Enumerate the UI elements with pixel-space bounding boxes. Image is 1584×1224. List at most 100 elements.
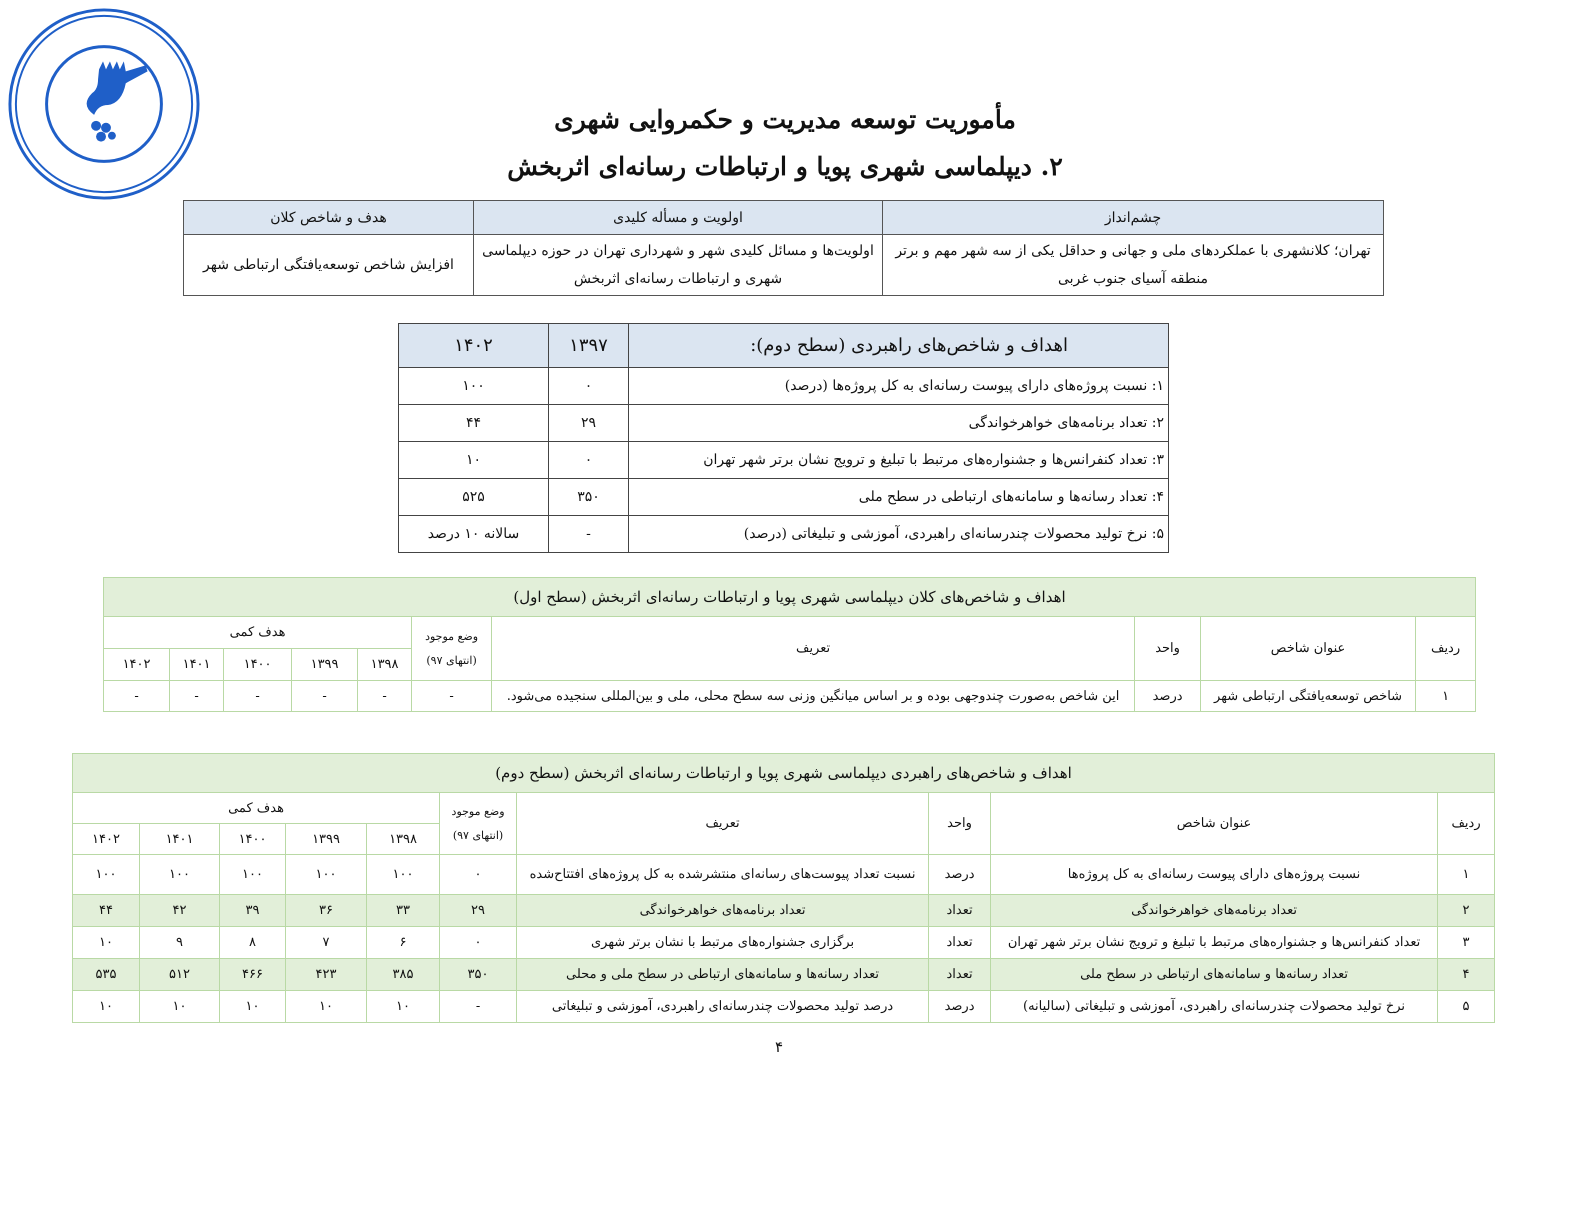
header-current-status: وضع موجود (انتهای ۹۷) bbox=[439, 792, 518, 855]
header-row-number: ردیف bbox=[1415, 616, 1477, 681]
current-status-label: وضع موجود bbox=[451, 804, 505, 818]
target-1398: ۶ bbox=[366, 926, 441, 959]
vision-table: چشم‌انداز اولویت و مسأله کلیدی هدف و شاخ… bbox=[183, 200, 1384, 296]
summary-header-title: اهداف و شاخص‌های راهبردی (سطح دوم): bbox=[628, 323, 1169, 368]
definition: درصد تولید محصولات چندرسانه‌ای راهبردی، … bbox=[516, 990, 930, 1023]
header-priority: اولویت و مسأله کلیدی bbox=[473, 200, 883, 235]
header-unit: واحد bbox=[928, 792, 992, 855]
target-1398: - bbox=[357, 680, 413, 712]
header-vision: چشم‌انداز bbox=[882, 200, 1384, 235]
indicator-text: ۵: نرخ تولید محصولات چندرسانه‌ای راهبردی… bbox=[628, 515, 1169, 553]
target-1401: ۴۲ bbox=[139, 894, 221, 927]
level1-indicators-table: اهداف و شاخص‌های کلان دیپلماسی شهری پویا… bbox=[102, 577, 1477, 712]
page-number: ۴ bbox=[775, 1038, 784, 1056]
current-status-note: (انتهای ۹۷) bbox=[426, 653, 477, 667]
definition: تعداد رسانه‌ها و سامانه‌های ارتباطی در س… bbox=[516, 958, 930, 991]
target-1399: ۱۰۰ bbox=[285, 854, 368, 895]
header-current-status: وضع موجود (انتهای ۹۷) bbox=[411, 616, 493, 681]
target-1402: ۱۰ bbox=[71, 926, 141, 959]
header-year: ۱۴۰۱ bbox=[139, 823, 221, 855]
current-status-label: وضع موجود bbox=[425, 629, 479, 643]
current-status-note: (انتهای ۹۷) bbox=[452, 828, 504, 842]
value-1402: ۵۲۵ bbox=[398, 478, 549, 516]
table-caption: اهداف و شاخص‌های کلان دیپلماسی شهری پویا… bbox=[102, 577, 1477, 617]
unit: درصد bbox=[928, 990, 992, 1023]
header-year: ۱۳۹۸ bbox=[357, 648, 413, 681]
target-1401: ۱۰۰ bbox=[139, 854, 221, 895]
table-row: ۱ نسبت پروژه‌های دارای پیوست رسانه‌ای به … bbox=[71, 854, 1496, 895]
target-1398: ۱۰۰ bbox=[366, 854, 441, 895]
table-row: ۴ تعداد رسانه‌ها و سامانه‌های ارتباطی در … bbox=[71, 958, 1496, 991]
target-1402: ۱۰۰ bbox=[71, 854, 141, 895]
target-1401: - bbox=[169, 680, 225, 712]
unit: تعداد bbox=[928, 958, 992, 991]
target-1398: ۳۳ bbox=[366, 894, 441, 927]
current-value: - bbox=[439, 990, 518, 1023]
target-1402: ۱۰ bbox=[71, 990, 141, 1023]
year-header-row: ۱۳۹۸ ۱۳۹۹ ۱۴۰۰ ۱۴۰۱ ۱۴۰۲ bbox=[71, 823, 1495, 855]
caption-row: اهداف و شاخص‌های راهبردی دیپلماسی شهری پ… bbox=[71, 753, 1496, 793]
header-goal: هدف و شاخص کلان bbox=[183, 200, 474, 235]
target-1401: ۱۰ bbox=[139, 990, 221, 1023]
column-header-row: ردیف عنوان شاخص واحد تعریف وضع موجود (انتهای … bbox=[71, 792, 1496, 855]
caption-row: اهداف و شاخص‌های کلان دیپلماسی شهری پویا… bbox=[102, 577, 1477, 617]
header-year: ۱۳۹۸ bbox=[366, 823, 441, 855]
header-definition: تعریف bbox=[516, 792, 930, 855]
council-stamp-logo bbox=[8, 8, 200, 200]
summary-row: ۱: نسبت پروژه‌های دارای پیوست رسانه‌ای ب… bbox=[398, 367, 1169, 405]
header-year: ۱۴۰۲ bbox=[102, 648, 171, 681]
value-1397: ۲۹ bbox=[548, 404, 629, 442]
target-1400: ۱۰۰ bbox=[219, 854, 287, 895]
indicator-title: تعداد برنامه‌های خواهرخواندگی bbox=[990, 894, 1439, 927]
target-1399: ۱۰ bbox=[285, 990, 368, 1023]
header-year: ۱۴۰۰ bbox=[223, 648, 293, 681]
value-1397: - bbox=[548, 515, 629, 553]
goal-text: افزایش شاخص توسعه‌یافتگی ارتباطی شهر bbox=[183, 234, 474, 296]
target-1399: ۳۶ bbox=[285, 894, 368, 927]
table-row: ۲ تعداد برنامه‌های خواهرخواندگی تعداد تعداد… bbox=[71, 894, 1496, 927]
summary-header-1397: ۱۳۹۷ bbox=[548, 323, 629, 368]
target-1400: ۸ bbox=[219, 926, 287, 959]
header-quantitative-target: هدف کمی bbox=[71, 792, 441, 824]
indicator-title: تعداد کنفرانس‌ها و جشنواره‌های مرتبط با … bbox=[990, 926, 1439, 959]
indicator-text: ۱: نسبت پروژه‌های دارای پیوست رسانه‌ای ب… bbox=[628, 367, 1169, 405]
indicator-title: نسبت پروژه‌های دارای پیوست رسانه‌ای به ک… bbox=[990, 854, 1439, 895]
section-title: ۲. دیپلماسی شهری پویا و ارتباطات رسانه‌ا… bbox=[507, 152, 1063, 181]
indicator-text: ۴: تعداد رسانه‌ها و سامانه‌های ارتباطی د… bbox=[628, 478, 1169, 516]
mission-title: مأموریت توسعه مدیریت و حکمروایی شهری bbox=[554, 105, 1016, 134]
header-indicator-title: عنوان شاخص bbox=[1200, 616, 1417, 681]
definition: برگزاری جشنواره‌های مرتبط با نشان برتر ش… bbox=[516, 926, 930, 959]
header-year: ۱۴۰۲ bbox=[71, 823, 141, 855]
summary-table: اهداف و شاخص‌های راهبردی (سطح دوم): ۱۳۹۷… bbox=[398, 323, 1169, 553]
current-value: ۲۹ bbox=[439, 894, 518, 927]
unit: تعداد bbox=[928, 926, 992, 959]
row-number: ۱ bbox=[1415, 680, 1477, 712]
header-year: ۱۳۹۹ bbox=[291, 648, 359, 681]
row-number: ۳ bbox=[1437, 926, 1496, 959]
value-1402: سالانه ۱۰ درصد bbox=[398, 515, 549, 553]
target-1400: ۳۹ bbox=[219, 894, 287, 927]
value-1402: ۴۴ bbox=[398, 404, 549, 442]
table-caption: اهداف و شاخص‌های راهبردی دیپلماسی شهری پ… bbox=[71, 753, 1496, 793]
table-row: ۳ تعداد کنفرانس‌ها و جشنواره‌های مرتبط با… bbox=[71, 926, 1496, 959]
header-row-number: ردیف bbox=[1437, 792, 1496, 855]
definition: نسبت تعداد پیوست‌های رسانه‌ای منتشرشده ب… bbox=[516, 854, 930, 895]
row-number: ۴ bbox=[1437, 958, 1496, 991]
target-1400: ۴۶۶ bbox=[219, 958, 287, 991]
target-1402: ۵۳۵ bbox=[71, 958, 141, 991]
header-indicator-title: عنوان شاخص bbox=[990, 792, 1439, 855]
row-number: ۵ bbox=[1437, 990, 1496, 1023]
target-1400: - bbox=[223, 680, 293, 712]
unit: درصد bbox=[1134, 680, 1202, 712]
current-value: ۰ bbox=[439, 926, 518, 959]
row-number: ۱ bbox=[1437, 854, 1496, 895]
target-1402: - bbox=[102, 680, 171, 712]
priority-text: اولویت‌ها و مسائل کلیدی شهر و شهرداری ته… bbox=[473, 234, 883, 296]
summary-row: ۲: تعداد برنامه‌های خواهرخواندگی ۲۹ ۴۴ bbox=[398, 404, 1169, 442]
target-1398: ۱۰ bbox=[366, 990, 441, 1023]
current-value: - bbox=[411, 680, 493, 712]
unit: درصد bbox=[928, 854, 992, 895]
summary-row: ۵: نرخ تولید محصولات چندرسانه‌ای راهبردی… bbox=[398, 515, 1169, 553]
indicator-text: ۲: تعداد برنامه‌های خواهرخواندگی bbox=[628, 404, 1169, 442]
value-1397: ۰ bbox=[548, 367, 629, 405]
